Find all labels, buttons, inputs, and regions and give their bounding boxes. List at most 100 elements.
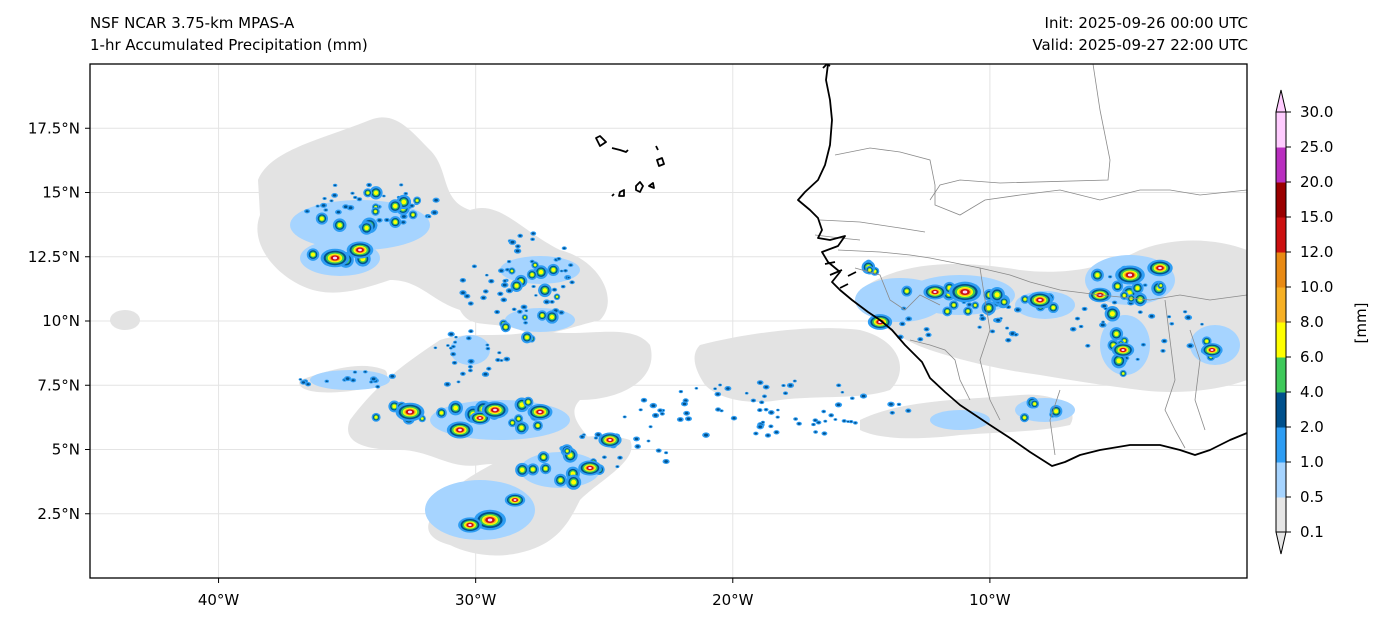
precip-cell xyxy=(1005,337,1012,343)
precip-cell xyxy=(1184,314,1193,321)
precip-cell xyxy=(1013,333,1019,337)
precip-cell xyxy=(376,218,383,223)
precip-cell xyxy=(563,268,568,273)
precip-cell xyxy=(1019,412,1030,423)
precip-cell xyxy=(1090,268,1104,282)
precip-cell xyxy=(553,293,561,301)
precip-cell xyxy=(977,325,982,329)
colorbar-tick-label: 1.0 xyxy=(1300,453,1324,471)
precip-cell xyxy=(514,244,521,249)
colorbar-segment xyxy=(1276,217,1286,253)
precip-cell xyxy=(566,276,571,280)
precip-cell xyxy=(1137,310,1143,314)
precip-cell xyxy=(537,451,550,463)
precip-cell xyxy=(554,473,567,487)
precip-cell xyxy=(662,458,670,465)
precip-cell xyxy=(719,409,724,413)
light-area-west xyxy=(110,310,140,330)
country-borders xyxy=(814,64,1247,456)
precip-cell xyxy=(549,300,555,304)
precip-cell xyxy=(329,199,334,203)
precip-cell xyxy=(551,287,558,292)
precip-core xyxy=(948,281,982,303)
precip-cell xyxy=(1161,338,1168,344)
precip-cell xyxy=(500,282,509,288)
precip-cell xyxy=(763,407,769,412)
precip-cell xyxy=(332,218,347,232)
precip-cell xyxy=(430,209,439,216)
precip-cell xyxy=(363,370,368,374)
precip-cell xyxy=(446,344,450,347)
precip-cell xyxy=(923,327,930,332)
precip-cell xyxy=(510,279,523,292)
precip-cell xyxy=(382,194,386,198)
colorbar-tick-label: 4.0 xyxy=(1300,383,1324,401)
precip-cell xyxy=(304,209,311,214)
precip-cell xyxy=(655,448,662,453)
precip-cell xyxy=(1074,316,1081,321)
precip-cell xyxy=(813,430,818,434)
precip-cell xyxy=(488,279,495,284)
precip-cell xyxy=(1005,326,1010,330)
precip-cell xyxy=(343,376,352,382)
precip-cell xyxy=(513,248,522,254)
colorbar: 0.1 0.5 1.0 2.0 4.0 6.0 8.0 10.0 12.0 15.0 20.0 25.… xyxy=(1275,89,1333,555)
precip-cell xyxy=(463,293,471,299)
precip-cell xyxy=(456,380,461,384)
precip-cell xyxy=(471,264,477,269)
colorbar-tick-label: 12.0 xyxy=(1300,243,1333,261)
precip-cell xyxy=(511,307,517,312)
precip-cell xyxy=(1135,357,1140,361)
precip-cell xyxy=(852,421,858,425)
variable-title: 1-hr Accumulated Precipitation (mm) xyxy=(90,36,368,54)
colorbar-tick-label: 8.0 xyxy=(1300,313,1324,331)
precip-core xyxy=(1115,265,1145,285)
precip-cell xyxy=(559,269,564,273)
precip-cell xyxy=(657,408,664,413)
precip-cell xyxy=(649,402,658,409)
colorbar-segment xyxy=(1276,252,1286,288)
precip-cell xyxy=(566,474,582,490)
precip-cell xyxy=(499,359,504,362)
precip-cell xyxy=(538,283,552,298)
precip-cell xyxy=(432,197,440,203)
precip-cell xyxy=(685,416,692,422)
precip-cell xyxy=(593,436,599,440)
precip-cell xyxy=(896,402,902,406)
precip-cell xyxy=(383,217,390,223)
precip-cell xyxy=(467,358,475,364)
precip-cell xyxy=(776,408,780,412)
precip-cell xyxy=(756,424,764,430)
precip-cell xyxy=(363,188,373,198)
precip-core xyxy=(481,401,509,419)
precip-cell xyxy=(760,420,765,424)
precip-cell xyxy=(453,340,458,344)
precip-cell xyxy=(481,371,490,377)
precip-core xyxy=(527,403,553,421)
precip-cell xyxy=(1169,322,1175,326)
precip-cell xyxy=(694,387,699,390)
precip-cell xyxy=(1148,313,1156,319)
precip-cell xyxy=(617,455,623,460)
precip-cell xyxy=(324,379,330,383)
west-africa-coast xyxy=(797,64,1247,467)
precip-cell xyxy=(681,401,688,407)
precip-cell xyxy=(1107,275,1113,279)
precip-cell xyxy=(468,329,474,334)
precip-cell xyxy=(963,306,973,316)
light-area-itcz xyxy=(694,328,900,402)
precip-cell xyxy=(342,204,350,210)
precip-cell xyxy=(532,420,543,431)
precip-cell xyxy=(1069,326,1077,332)
precip-cell xyxy=(497,291,504,297)
precip-cell xyxy=(388,199,403,213)
precip-cell xyxy=(702,432,710,438)
precip-core xyxy=(395,402,425,422)
precip-cell xyxy=(531,261,539,269)
precip-cell xyxy=(506,260,512,264)
precip-cell xyxy=(1167,315,1172,319)
precip-cell xyxy=(615,465,620,469)
precip-core xyxy=(1027,291,1053,309)
precip-cell xyxy=(568,263,574,267)
